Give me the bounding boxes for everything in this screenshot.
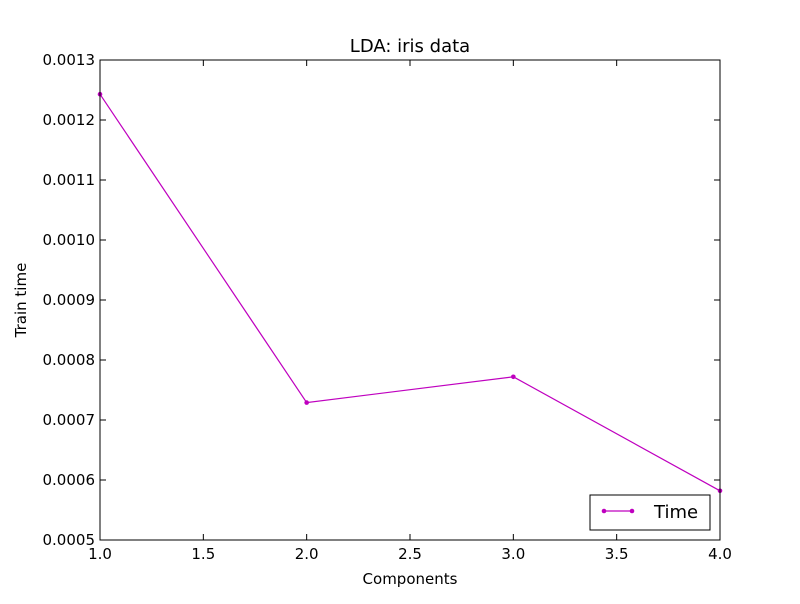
legend-label: Time <box>653 502 698 523</box>
y-axis-label: Train time <box>12 263 30 339</box>
series-line <box>99 93 721 492</box>
y-tick-label: 0.0007 <box>43 411 96 429</box>
y-tick-label: 0.0012 <box>43 111 96 129</box>
y-tick-label: 0.0013 <box>43 51 96 69</box>
legend-marker <box>601 508 607 514</box>
y-tick-label: 0.0008 <box>43 351 96 369</box>
x-tick-label: 2.0 <box>295 545 319 563</box>
x-tick-label: 2.5 <box>398 545 422 563</box>
legend-marker <box>629 508 635 514</box>
legend: Time <box>589 494 711 531</box>
x-tick-label: 3.0 <box>501 545 525 563</box>
x-tick-label: 1.0 <box>88 545 112 563</box>
y-tick-label: 0.0010 <box>43 231 96 249</box>
plot-frame <box>99 59 721 541</box>
x-tick-label: 3.5 <box>605 545 629 563</box>
data-point <box>511 374 516 380</box>
x-tick-label: 1.5 <box>191 545 215 563</box>
y-tick-label: 0.0011 <box>43 171 96 189</box>
plot-area: 1.0 1.5 2.0 2.5 3.0 3.5 4.0 0.0005 0.0006 0.0007 0… <box>43 51 732 563</box>
y-tick-label: 0.0009 <box>43 291 96 309</box>
y-tick-label: 0.0005 <box>43 531 96 549</box>
x-tick-label: 4.0 <box>708 545 732 563</box>
data-point <box>304 400 309 405</box>
legend-frame <box>589 494 711 531</box>
x-axis-label: Components <box>363 570 458 588</box>
y-tick-label: 0.0006 <box>43 471 96 489</box>
chart-title: LDA: iris data <box>350 36 470 57</box>
